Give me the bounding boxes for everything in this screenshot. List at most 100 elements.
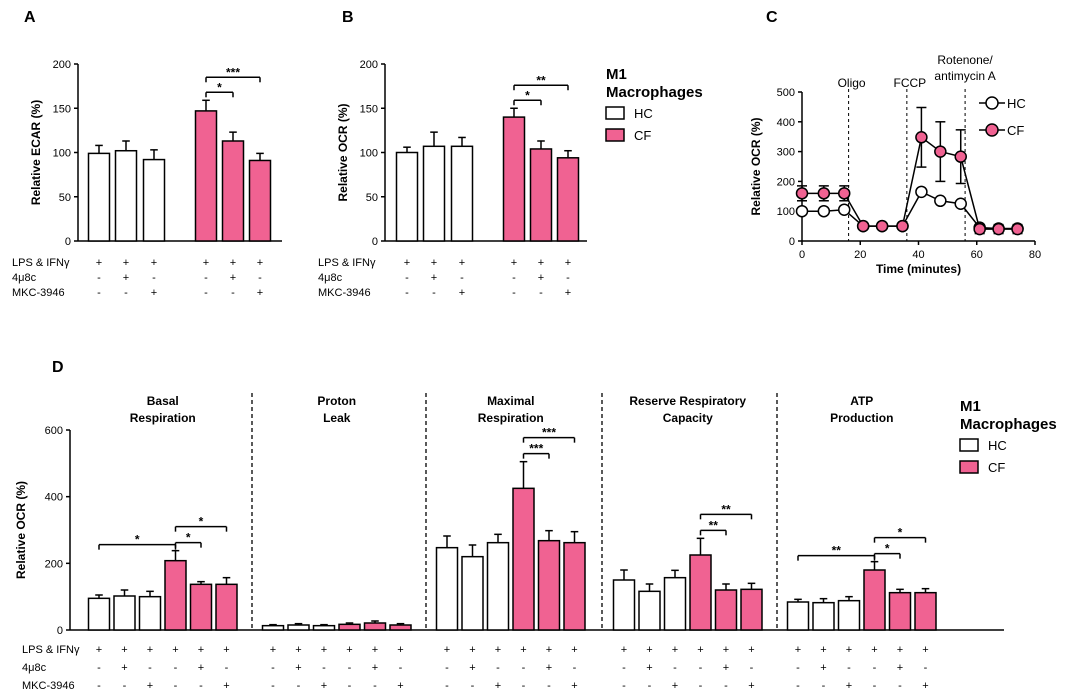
panel-c-legend-hc-label: HC xyxy=(1007,96,1026,111)
panel-c-annotation: antimycin A xyxy=(934,69,995,83)
panel-c-hc-line xyxy=(802,190,1018,230)
panel-d-group-2-bar-6 xyxy=(389,624,412,631)
panel-d-group-3-bar-5 xyxy=(537,539,561,631)
panel-d-group-4-treatment-sign: + xyxy=(646,644,652,656)
panel-d-group-3-treatment-sign: + xyxy=(444,644,450,656)
panel-d-group-1-treatment-sign: - xyxy=(199,680,203,692)
panel-b-treatment-sign: - xyxy=(405,287,409,299)
panel-a-treatment-sign: + xyxy=(203,257,209,269)
panel-d-group-2-bar-5 xyxy=(363,622,387,631)
panel-d-group-3-treatment-sign: + xyxy=(495,644,501,656)
panel-d-group-3-bar-2 xyxy=(461,555,484,631)
panel-b-bar-6 xyxy=(556,157,580,242)
panel-d-group-3-title-line2: Respiration xyxy=(478,411,544,425)
panel-d-group-1-bar-4 xyxy=(164,559,187,631)
panel-a-y-tick-label: 50 xyxy=(59,192,71,204)
panel-d-group-5-treatment-sign: + xyxy=(820,662,826,674)
panel-d-group-1-title-line1: Basal xyxy=(147,394,179,408)
panel-c-legend-hc-marker xyxy=(985,96,999,110)
panel-d-group-3-treatment-sign: + xyxy=(571,644,577,656)
panel-d-group-4-treatment-sign: - xyxy=(622,680,626,692)
panel-a-treatment-sign: + xyxy=(123,272,129,284)
panel-d-group-3-treatment-sign: - xyxy=(573,662,577,674)
panel-b-significance-label: ** xyxy=(536,73,546,87)
panel-c-cf-point xyxy=(934,145,947,158)
panel-c-annotation: Rotenone/ xyxy=(937,53,993,67)
panel-b-treatment-sign: - xyxy=(405,272,409,284)
panel-a-treatment-sign: + xyxy=(257,287,263,299)
panel-c-cf-point xyxy=(875,219,889,233)
panel-d-group-5-bar-5 xyxy=(888,591,912,631)
panel-d-group-5-treatment-sign: - xyxy=(873,662,877,674)
panel-b-bar-2 xyxy=(422,145,446,242)
panel-c-cf-point xyxy=(896,219,909,233)
panel-d-group-1-treatment-sign: - xyxy=(148,662,152,674)
panel-d-group-1-treatment-sign: + xyxy=(172,644,178,656)
panel-d-group-1-treatment-sign: + xyxy=(198,662,204,674)
panel-d-group-2-treatment-sign: + xyxy=(270,644,276,656)
panel-d-group-3-bar-4 xyxy=(512,487,535,631)
panel-d-group-3-treatment-sign: + xyxy=(520,644,526,656)
panel-letter-a: A xyxy=(24,9,36,26)
panel-b-treatment-sign: + xyxy=(404,257,410,269)
panel-d-group-2-treatment-sign: - xyxy=(271,680,275,692)
panel-d-group-5-treatment-sign: - xyxy=(822,680,826,692)
panel-d-group-4-treatment-sign: - xyxy=(750,662,754,674)
panel-c-legend-cf-label: CF xyxy=(1007,123,1024,138)
panel-c-hc-point xyxy=(795,204,809,218)
panel-c-hc-point xyxy=(954,197,967,210)
panel-d-group-3-treatment-sign: - xyxy=(445,662,449,674)
panel-c-hc-point xyxy=(837,203,851,216)
panel-d-group-2-bar-3 xyxy=(312,624,336,631)
panel-c-y-label: Relative OCR (%) xyxy=(749,117,763,215)
panel-d-group-3-treatment-sign: + xyxy=(546,662,552,674)
panel-b-treatment-sign: - xyxy=(432,287,436,299)
panel-d-group-2-treatment-sign: + xyxy=(295,644,301,656)
panel-d-group-2-treatment-sign: - xyxy=(399,662,403,674)
panel-d-group-4-treatment-sign: - xyxy=(648,680,652,692)
panel-b-treatment-sign: + xyxy=(511,257,517,269)
panel-d-group-4-bar-5 xyxy=(714,589,738,631)
panel-d-group-4-treatment-sign: + xyxy=(723,662,729,674)
panel-d-group-5-treatment-sign: - xyxy=(873,680,877,692)
panel-d-group-3-title-line1: Maximal xyxy=(487,394,534,408)
panel-a-y-tick-label: 200 xyxy=(53,59,71,71)
panel-d-group-4-bar-1 xyxy=(612,579,636,631)
panel-d-group-5-bar-3 xyxy=(837,599,861,631)
panel-c-cf-point xyxy=(954,150,967,163)
panel-d-group-4-treatment-sign: + xyxy=(748,680,754,692)
panel-d-group-4-bar-3 xyxy=(663,576,687,631)
panel-d-y-tick-label: 200 xyxy=(45,558,63,570)
treatment-row-label-a: 4μ8c xyxy=(12,272,37,284)
panel-b-treatment-sign: + xyxy=(459,257,465,269)
panel-a-y-tick-label: 100 xyxy=(53,148,71,160)
panel-d-group-3-treatment-sign: + xyxy=(469,644,475,656)
panel-a-treatment-sign: - xyxy=(124,287,128,299)
panel-a-treatment-sign: + xyxy=(123,257,129,269)
panel-d-y-tick-label: 400 xyxy=(45,492,63,504)
panel-b-treatment-sign: - xyxy=(566,272,570,284)
panel-b-treatment-sign: + xyxy=(538,272,544,284)
panel-a-significance-label: *** xyxy=(226,65,240,79)
panel-d-group-5-bar-2 xyxy=(812,601,835,631)
panel-c-annotation: FCCP xyxy=(894,76,927,90)
panel-c-y-tick-label: 300 xyxy=(777,147,795,159)
panel-d-group-3-treatment-sign: - xyxy=(496,662,500,674)
panel-d-group-5-bar-1 xyxy=(786,601,810,631)
legend-top-title-line2: Macrophages xyxy=(606,84,703,101)
panel-c-annotation: Oligo xyxy=(838,76,866,90)
panel-a-y-tick-label: 150 xyxy=(53,103,71,115)
panel-c-x-tick-label: 0 xyxy=(799,249,805,261)
panel-c-y-tick-label: 400 xyxy=(777,117,795,129)
legend-bottom-cf-swatch xyxy=(959,460,979,474)
legend-bottom-cf-label: CF xyxy=(988,460,1005,475)
panel-a-treatment-sign: - xyxy=(97,272,101,284)
panel-d-group-1-treatment-sign: + xyxy=(121,662,127,674)
panel-d-group-5-treatment-sign: - xyxy=(924,662,928,674)
panel-a-treatment-sign: - xyxy=(204,272,208,284)
panel-a-treatment-sign: - xyxy=(258,272,262,284)
panel-d-group-5-bar-6 xyxy=(914,591,937,631)
treatment-row-label-d: 4μ8c xyxy=(22,662,47,674)
panel-d-group-3-treatment-sign: - xyxy=(522,662,526,674)
